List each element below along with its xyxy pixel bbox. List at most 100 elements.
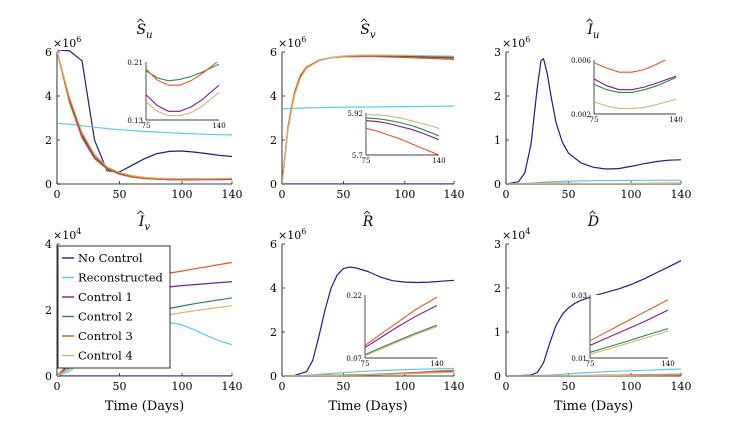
- y-tick-label: 0: [494, 370, 501, 383]
- x-axis-label: Time (Days): [105, 399, 184, 414]
- panel-title-main: I: [138, 214, 145, 230]
- x-tick-label: 50: [562, 380, 576, 393]
- inset-series-line: [590, 299, 668, 342]
- panel-title-sub: u: [593, 30, 599, 41]
- legend-item: Control 1: [62, 290, 133, 304]
- legend-label: Reconstructed: [78, 271, 164, 285]
- inset-x-tick-label: 75: [142, 122, 151, 130]
- y-tick-label: 4: [45, 238, 52, 251]
- series-lines: [282, 266, 455, 376]
- series-line: [282, 367, 455, 376]
- inset-series-line: [365, 325, 437, 357]
- inset-y-tick-label: 0.13: [127, 117, 143, 125]
- panel-title-main: S: [136, 22, 146, 38]
- y-tick-label: 2: [494, 90, 501, 103]
- x-tick-label: 0: [503, 380, 510, 393]
- exponent-power: 6: [525, 35, 530, 44]
- exponent-power: 4: [76, 227, 81, 236]
- inset-series-line: [594, 75, 676, 91]
- series-lines: [57, 50, 233, 181]
- inset-x-tick-label: 140: [432, 157, 445, 165]
- inset: 75 140 0.002 0.006: [571, 57, 683, 124]
- inset-series-line: [590, 328, 668, 353]
- y-tick-label: 2: [45, 134, 52, 147]
- x-tick-label: 140: [444, 380, 465, 393]
- inset-series-line: [594, 76, 676, 93]
- inset-series-line: [146, 62, 218, 86]
- exponent-base: ×10: [502, 37, 525, 50]
- y-tick-label: 0: [270, 370, 277, 383]
- legend-item: Control 4: [62, 349, 133, 363]
- inset-series-line: [366, 113, 439, 129]
- x-tick-label: 0: [279, 380, 286, 393]
- exponent-power: 6: [76, 35, 81, 44]
- y-tick-label: 6: [270, 46, 277, 59]
- panel-1: 0 50 100 140 0 2 4 6×106 Su 75 140 0.13 0.21: [45, 18, 243, 201]
- series-line: [506, 182, 681, 184]
- inset: 75 140 0.01 0.03: [571, 292, 674, 368]
- inset-background: [365, 295, 437, 358]
- legend: No Control Reconstructed Control 1 Control …: [57, 245, 171, 369]
- x-tick-label: 50: [336, 188, 350, 201]
- y-tick-label: 0: [494, 178, 501, 191]
- legend-label: Control 2: [78, 310, 133, 324]
- inset-series-lines: [594, 60, 676, 110]
- x-tick-label: 140: [444, 188, 465, 201]
- x-axis-label: Time (Days): [554, 399, 633, 414]
- series-line: [57, 122, 233, 136]
- exponent-label: ×106: [502, 35, 530, 50]
- exponent-base: ×10: [278, 37, 301, 50]
- legend-label: Control 3: [78, 329, 133, 343]
- x-tick-label: 50: [113, 188, 127, 201]
- inset-y-tick-label: 0.03: [571, 292, 587, 300]
- inset-y-tick-label: 0.01: [571, 355, 587, 363]
- series-line: [282, 54, 455, 184]
- inset-x-tick-label: 75: [590, 116, 599, 124]
- panel-title-main: I: [587, 22, 594, 38]
- exponent-base: ×10: [278, 229, 301, 242]
- series-line: [506, 57, 682, 184]
- inset: 75 140 0.13 0.21: [127, 59, 225, 130]
- inset-x-tick-label: 140: [430, 360, 443, 368]
- title-hat: [137, 18, 144, 23]
- inset-x-tick-label: 75: [586, 360, 595, 368]
- inset-series-line: [146, 84, 219, 112]
- title-hat: [589, 210, 596, 215]
- inset-background: [366, 113, 439, 155]
- inset-series-line: [146, 63, 219, 82]
- title-hat: [360, 18, 368, 23]
- legend-item: Control 3: [62, 329, 133, 343]
- panel-title-sub: v: [370, 30, 376, 41]
- panel-title-main: S: [360, 22, 370, 38]
- panel-title-sub: v: [144, 222, 150, 233]
- x-axis-label: Time (Days): [328, 399, 407, 414]
- inset-y-tick-label: 0.006: [571, 57, 592, 65]
- y-tick-label: 1: [494, 134, 501, 147]
- y-tick-label: 4: [270, 282, 277, 295]
- exponent-power: 6: [301, 35, 306, 44]
- y-tick-label: 3: [494, 46, 501, 59]
- x-tick-label: 0: [503, 188, 510, 201]
- exponent-label: ×106: [53, 35, 81, 50]
- series-line: [282, 371, 455, 376]
- inset-y-tick-label: 0.002: [571, 111, 591, 119]
- inset-series-line: [365, 324, 437, 356]
- y-tick-label: 4: [45, 90, 52, 103]
- y-tick-label: 0: [270, 178, 277, 191]
- y-tick-label: 2: [494, 282, 501, 295]
- exponent-base: ×10: [502, 229, 525, 242]
- inset-series-line: [594, 60, 667, 73]
- panel-3: 0 50 100 140 0 1 2 3×106 Iu 75 140 0.002 0.006: [494, 18, 692, 201]
- inset-series-line: [366, 120, 439, 141]
- inset: 75 140 0.07 0.22: [346, 292, 443, 368]
- inset-y-tick-label: 5.7: [352, 152, 363, 160]
- exponent-label: ×104: [53, 227, 81, 242]
- exponent-label: ×104: [502, 227, 530, 242]
- title-hat: [363, 210, 371, 215]
- inset-series-lines: [365, 296, 437, 357]
- panel-title: Iv: [138, 214, 151, 233]
- x-tick-label: 50: [562, 188, 576, 201]
- inset: 75 140 5.7 5.92: [347, 110, 445, 165]
